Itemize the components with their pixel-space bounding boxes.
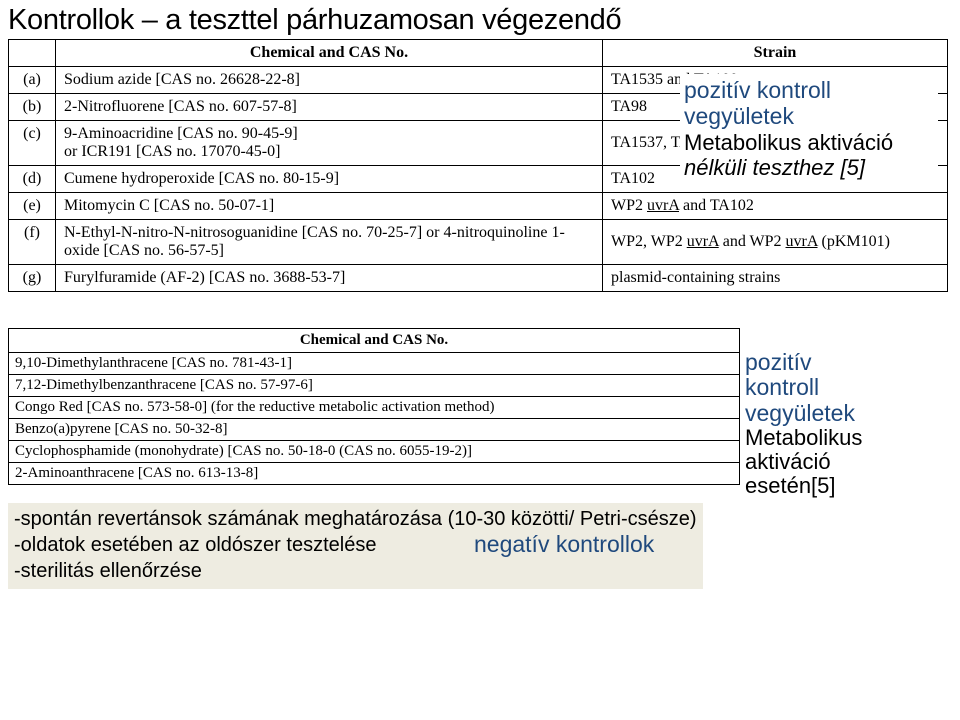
callout1-line1a: pozitív kontroll — [684, 78, 934, 104]
chemical-cell: 2-Nitrofluorene [CAS no. 607-57-8] — [56, 94, 603, 121]
row-label: (a) — [9, 67, 56, 94]
callout1-line1b: vegyületek — [684, 104, 934, 130]
chemical-cell: 9-Aminoacridine [CAS no. 90-45-9]or ICR1… — [56, 121, 603, 166]
strain-cell: WP2 uvrA and TA102 — [603, 193, 948, 220]
chemical-cell: Cumene hydroperoxide [CAS no. 80-15-9] — [56, 166, 603, 193]
t2-header: Chemical and CAS No. — [9, 329, 740, 353]
chemical-cell: Benzo(a)pyrene [CAS no. 50-32-8] — [9, 419, 740, 441]
row-label: (d) — [9, 166, 56, 193]
t1-header-strain: Strain — [603, 40, 948, 67]
table-row: (f)N-Ethyl-N-nitro-N-nitrosoguanidine [C… — [9, 220, 948, 265]
table-row: Cyclophosphamide (monohydrate) [CAS no. … — [9, 441, 740, 463]
chemical-cell: 9,10-Dimethylanthracene [CAS no. 781-43-… — [9, 353, 740, 375]
callout1-line2a: Metabolikus aktiváció — [684, 130, 934, 155]
table1-wrap: Chemical and CAS No. Strain (a)Sodium az… — [8, 39, 952, 292]
table-row: Congo Red [CAS no. 573-58-0] (for the re… — [9, 397, 740, 419]
page-heading: Kontrollok – a teszttel párhuzamosan vég… — [8, 4, 952, 37]
chemicals-table-2: Chemical and CAS No. 9,10-Dimethylanthra… — [8, 328, 740, 485]
positive-control-callout-with-activation: pozitív kontroll vegyületek Metabolikus … — [742, 350, 926, 498]
chemical-cell: 2-Aminoanthracene [CAS no. 613-13-8] — [9, 463, 740, 485]
table-row: 2-Aminoanthracene [CAS no. 613-13-8] — [9, 463, 740, 485]
chemical-cell: N-Ethyl-N-nitro-N-nitrosoguanidine [CAS … — [56, 220, 603, 265]
callout2-line2c: esetén[5] — [745, 474, 923, 498]
table-row: (e)Mitomycin C [CAS no. 50-07-1]WP2 uvrA… — [9, 193, 948, 220]
positive-control-callout-without-activation: pozitív kontroll vegyületek Metabolikus … — [680, 74, 938, 184]
chemical-cell: Furylfuramide (AF-2) [CAS no. 3688-53-7] — [56, 265, 603, 292]
row-label: (g) — [9, 265, 56, 292]
strain-cell: WP2, WP2 uvrA and WP2 uvrA (pKM101) — [603, 220, 948, 265]
t1-header-chem: Chemical and CAS No. — [56, 40, 603, 67]
note-line-3: -sterilitás ellenőrzése — [14, 558, 697, 584]
callout2-line1a: pozitív — [745, 350, 923, 375]
negative-controls-label: negatív kontrollok — [474, 531, 654, 558]
row-label: (c) — [9, 121, 56, 166]
chemical-cell: Mitomycin C [CAS no. 50-07-1] — [56, 193, 603, 220]
table-row: (g)Furylfuramide (AF-2) [CAS no. 3688-53… — [9, 265, 948, 292]
callout2-line1b: kontroll — [745, 375, 923, 400]
table-row: 7,12-Dimethylbenzanthracene [CAS no. 57-… — [9, 375, 740, 397]
strain-cell: plasmid-containing strains — [603, 265, 948, 292]
callout2-line2b: aktiváció — [745, 450, 923, 474]
chemical-cell: Congo Red [CAS no. 573-58-0] (for the re… — [9, 397, 740, 419]
table-row: 9,10-Dimethylanthracene [CAS no. 781-43-… — [9, 353, 740, 375]
callout1-line2b: nélküli teszthez [5] — [684, 155, 934, 180]
negative-controls-notes: -spontán revertánsok számának meghatároz… — [8, 503, 952, 589]
row-label: (e) — [9, 193, 56, 220]
row-label: (f) — [9, 220, 56, 265]
chemical-cell: 7,12-Dimethylbenzanthracene [CAS no. 57-… — [9, 375, 740, 397]
row-label: (b) — [9, 94, 56, 121]
note-line-1: -spontán revertánsok számának meghatároz… — [14, 506, 697, 532]
table-row: Benzo(a)pyrene [CAS no. 50-32-8] — [9, 419, 740, 441]
chemical-cell: Cyclophosphamide (monohydrate) [CAS no. … — [9, 441, 740, 463]
callout2-line2a: Metabolikus — [745, 426, 923, 450]
table2-wrap: Chemical and CAS No. 9,10-Dimethylanthra… — [8, 328, 952, 485]
chemical-cell: Sodium azide [CAS no. 26628-22-8] — [56, 67, 603, 94]
callout2-line1c: vegyületek — [745, 401, 923, 426]
